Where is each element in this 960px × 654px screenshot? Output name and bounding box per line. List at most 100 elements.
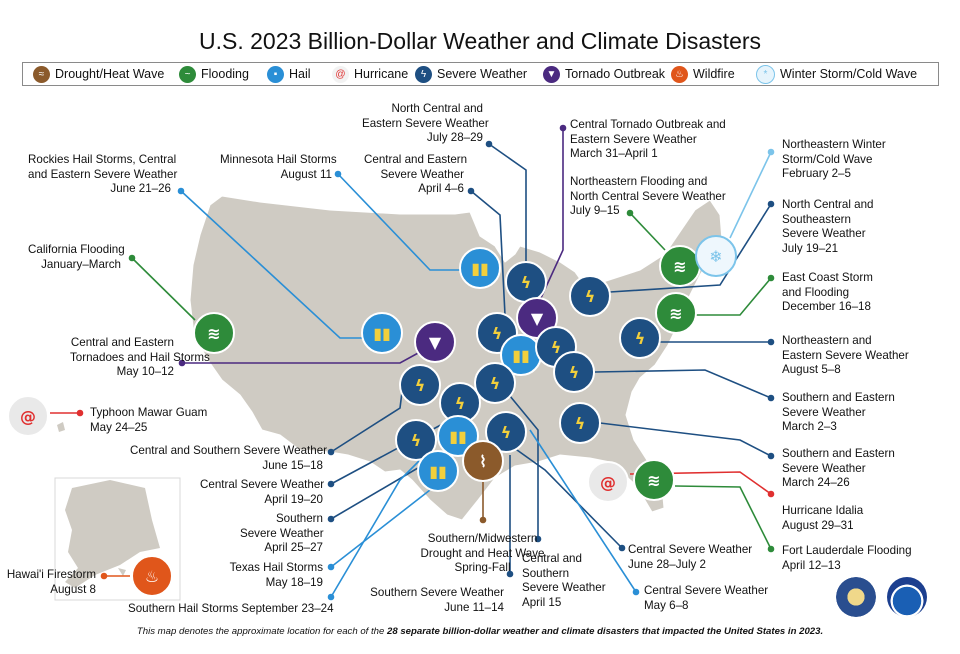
leader-line: [695, 274, 775, 316]
event-label: East Coast Storm and Flooding December 16–…: [782, 271, 873, 315]
event-label: Hurricane Idalia August 29–31: [782, 504, 863, 533]
event-label-line: May 6–8: [644, 598, 689, 612]
hail-marker: ▮▮: [361, 312, 403, 354]
event-label-line: August 11: [280, 167, 332, 181]
tornado-marker: ▼: [414, 321, 456, 363]
event-label-line: June 15–18: [262, 458, 323, 472]
event-label-line: North Central and: [782, 198, 874, 211]
tornado-icon: ▼: [543, 65, 560, 83]
severe-weather-marker: ϟ: [559, 402, 601, 444]
legend-item: ~ Flooding: [179, 63, 249, 85]
severe-weather-marker: ϟ: [395, 419, 437, 461]
legend-label: Flooding: [201, 67, 249, 81]
legend-item: * Winter Storm/Cold Wave: [756, 63, 917, 85]
event-label-line: North Central and: [391, 102, 483, 115]
event-label: Minnesota Hail Storms August 11: [220, 153, 337, 182]
event-label-line: Minnesota Hail Storms: [220, 153, 337, 166]
event-label: Southern and Eastern Severe Weather March …: [782, 447, 895, 491]
event-label-line: Southern: [522, 566, 570, 580]
event-label-line: Eastern Severe Weather: [362, 116, 489, 130]
leader-line: [626, 209, 666, 251]
event-label-line: August 5–8: [782, 363, 841, 376]
leader-line: [178, 351, 421, 367]
leader-line: [479, 482, 487, 524]
event-label-line: Fort Lauderdale Flooding: [782, 544, 912, 557]
event-label: Central Severe Weather April 19–20: [200, 478, 325, 507]
hail-icon: ▪: [267, 65, 284, 83]
event-label-line: and Eastern Severe Weather: [28, 167, 178, 181]
event-label-line: Severe Weather: [522, 581, 606, 594]
legend-item: ϟ Severe Weather: [415, 63, 527, 85]
svg-text:≋: ≋: [669, 304, 682, 323]
event-label-line: Southeastern: [782, 212, 851, 226]
event-label-line: Hurricane Idalia: [782, 504, 864, 517]
flooding-marker: ≋: [655, 292, 697, 334]
svg-text:≋: ≋: [647, 471, 660, 490]
event-label-line: Central Severe Weather: [628, 543, 753, 556]
event-label-line: April 15: [522, 595, 562, 609]
event-label-line: May 10–12: [116, 365, 174, 378]
event-label-line: Central Tornado Outbreak and: [570, 118, 726, 131]
svg-text:▮▮: ▮▮: [449, 427, 467, 446]
leader-line: [50, 409, 84, 417]
severe-weather-marker: ϟ: [505, 261, 547, 303]
svg-text:ϟ: ϟ: [415, 376, 426, 395]
event-label-line: North Central Severe Weather: [570, 189, 726, 203]
event-label-line: Eastern Severe Weather: [570, 132, 697, 146]
event-label-line: March 31–April 1: [570, 147, 658, 160]
wildfire-icon: ♨: [671, 65, 688, 83]
hurricane-marker: @: [7, 395, 49, 437]
svg-text:≋: ≋: [207, 324, 220, 343]
svg-text:❄: ❄: [709, 247, 722, 266]
event-label-line: Hawai'i Firestorm: [6, 568, 96, 581]
legend-label: Hurricane: [354, 67, 409, 81]
event-label-line: Severe Weather: [782, 461, 866, 475]
event-label: Texas Hail Storms May 18–19: [220, 561, 323, 590]
event-label-line: Northeastern Winter: [782, 138, 886, 151]
legend-label: Wildfire: [693, 67, 735, 81]
svg-text:ϟ: ϟ: [411, 431, 422, 450]
event-label-line: Severe Weather: [782, 227, 866, 240]
legend-item: ▪ Hail: [267, 63, 311, 85]
event-label-line: Severe Weather: [782, 405, 866, 419]
svg-text:▮▮: ▮▮: [373, 324, 391, 343]
footer-note: This map denotes the approximate locatio…: [0, 626, 960, 637]
event-label: Central and Eastern Tornadoes and Hail St…: [70, 336, 210, 380]
leader-line: [485, 140, 527, 266]
event-label: Central Severe Weather May 6–8: [644, 584, 768, 613]
event-label-line: Central Severe Weather: [200, 478, 325, 491]
event-label-line: June 21–26: [110, 182, 171, 195]
event-label-line: March 2–3: [782, 420, 837, 433]
event-label-line: May 18–19: [265, 575, 323, 589]
severe-weather-marker: ϟ: [569, 275, 611, 317]
event-label-line: April 4–6: [418, 182, 464, 195]
svg-text:⌇: ⌇: [479, 452, 487, 471]
event-label-line: Central and Eastern: [70, 336, 174, 349]
leader-line: [177, 187, 365, 339]
event-label-line: East Coast Storm: [782, 271, 873, 284]
leader-line: [529, 429, 640, 596]
leader-line: [128, 254, 196, 321]
event-label-line: Southern and Eastern: [782, 391, 895, 404]
event-label: Northeastern Flooding and North Central S…: [570, 175, 726, 219]
leader-line: [506, 455, 514, 578]
event-label-line: March 24–26: [782, 476, 850, 489]
event-label-line: August 29–31: [782, 518, 854, 532]
leader-line: [467, 187, 506, 316]
severe-weather-marker: ϟ: [474, 362, 516, 404]
event-label: North Central and Eastern Severe Weather J…: [362, 102, 489, 146]
svg-text:ϟ: ϟ: [551, 338, 562, 357]
flooding-icon: ~: [179, 65, 196, 83]
flooding-marker: ≋: [633, 459, 675, 501]
hurricane-icon: @: [332, 65, 349, 83]
event-label-line: June 11–14: [444, 600, 504, 614]
leader-line: [334, 170, 462, 271]
event-label-line: Southern/Midwestern: [427, 532, 538, 545]
event-label-line: Drought and Heat Wave: [420, 546, 545, 560]
event-label-line: Spring-Fall: [454, 561, 511, 574]
svg-text:ϟ: ϟ: [575, 414, 586, 433]
event-label-line: Texas Hail Storms: [229, 561, 323, 574]
leader-line: [327, 391, 403, 456]
alaska-outline: [65, 480, 160, 588]
